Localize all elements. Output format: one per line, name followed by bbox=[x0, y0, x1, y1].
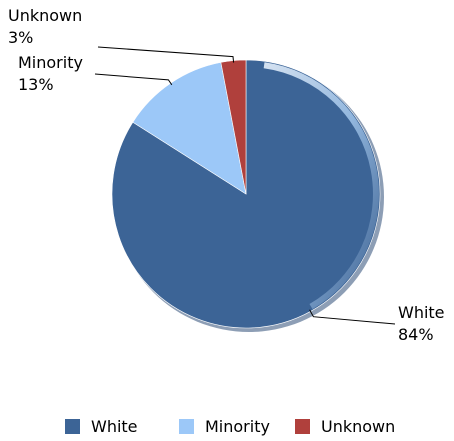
leader-line-minority bbox=[94, 73, 173, 86]
data-label-value-minority: 13% bbox=[18, 75, 54, 94]
legend-swatch-minority bbox=[179, 419, 194, 434]
leader-line-unknown bbox=[97, 46, 235, 63]
data-label-name-unknown: Unknown bbox=[8, 6, 82, 25]
data-label-name-minority: Minority bbox=[18, 53, 83, 72]
leader-line-white bbox=[309, 309, 396, 325]
legend-label-white: White bbox=[91, 417, 138, 436]
data-label-name-white: White bbox=[398, 303, 445, 322]
legend-label-minority: Minority bbox=[205, 417, 270, 436]
data-label-value-white: 84% bbox=[398, 325, 434, 344]
data-label-value-unknown: 3% bbox=[8, 28, 33, 47]
legend-label-unknown: Unknown bbox=[321, 417, 395, 436]
legend-swatch-unknown bbox=[295, 419, 310, 434]
legend-swatch-white bbox=[65, 419, 80, 434]
pie-rim-highlight bbox=[263, 62, 379, 310]
